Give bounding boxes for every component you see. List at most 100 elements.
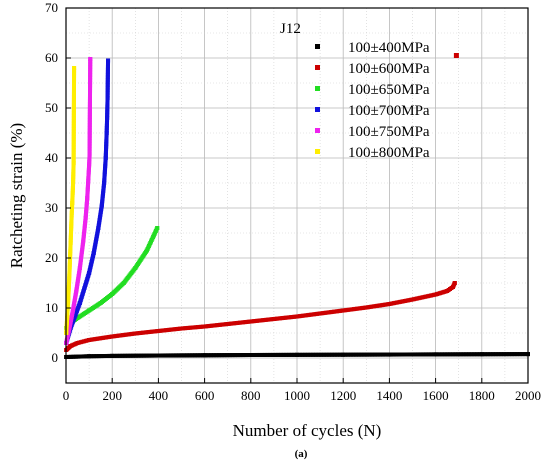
data-point bbox=[87, 354, 92, 359]
data-point bbox=[105, 116, 110, 120]
y-tick-label: 70 bbox=[45, 0, 58, 15]
data-point bbox=[87, 338, 92, 342]
data-point bbox=[151, 233, 156, 238]
data-point bbox=[225, 322, 230, 326]
data-point bbox=[69, 216, 74, 220]
y-axis-title: Ratcheting strain (%) bbox=[7, 123, 26, 268]
data-point bbox=[75, 341, 80, 345]
x-tick-label: 400 bbox=[149, 388, 169, 403]
series-1 bbox=[64, 352, 530, 359]
legend-entry-1: 100±400MPa bbox=[348, 40, 430, 56]
legend-entry-5: 100±750MPa bbox=[348, 124, 430, 140]
data-point bbox=[106, 58, 111, 63]
data-point bbox=[144, 248, 149, 253]
data-point bbox=[179, 326, 184, 331]
x-tick-label: 1200 bbox=[330, 388, 356, 403]
data-point bbox=[99, 203, 104, 208]
data-point bbox=[155, 226, 160, 230]
data-point bbox=[445, 289, 450, 293]
data-point bbox=[341, 308, 346, 313]
data-point bbox=[67, 271, 72, 275]
x-axis-title: Number of cycles (N) bbox=[233, 421, 382, 440]
legend-marker bbox=[315, 128, 320, 133]
data-point bbox=[74, 288, 79, 293]
data-point bbox=[110, 353, 115, 358]
y-tick-label: 30 bbox=[45, 200, 58, 215]
x-tick-label: 800 bbox=[241, 388, 261, 403]
data-point bbox=[450, 285, 455, 289]
data-point bbox=[67, 326, 72, 330]
legend-entry-4: 100±700MPa bbox=[348, 103, 430, 119]
data-point bbox=[110, 292, 115, 296]
data-point bbox=[72, 66, 77, 70]
x-tick-label: 1800 bbox=[469, 388, 495, 403]
data-point bbox=[77, 266, 82, 270]
x-tick-label: 2000 bbox=[515, 388, 541, 403]
data-point bbox=[91, 251, 96, 255]
data-point bbox=[156, 329, 161, 333]
legend-marker bbox=[315, 65, 320, 70]
data-point bbox=[248, 319, 253, 324]
legend-title: J12 bbox=[280, 21, 301, 37]
data-point bbox=[68, 344, 73, 348]
data-point bbox=[104, 131, 109, 135]
data-point bbox=[121, 281, 126, 285]
data-point bbox=[433, 352, 438, 357]
data-point bbox=[202, 324, 207, 329]
y-tick-label: 50 bbox=[45, 100, 58, 115]
series-3 bbox=[64, 226, 160, 330]
data-point bbox=[410, 297, 415, 302]
data-point bbox=[77, 301, 82, 305]
grid bbox=[65, 7, 529, 384]
data-point bbox=[87, 271, 92, 275]
data-point bbox=[387, 352, 392, 357]
legend-marker bbox=[315, 149, 320, 154]
data-point bbox=[87, 308, 92, 313]
data-point bbox=[110, 334, 115, 339]
series-5 bbox=[64, 57, 93, 345]
data-point bbox=[364, 305, 369, 310]
legend: 100±400MPa 100±600MPa 100±650MPa 100±700MPa… bbox=[315, 40, 430, 161]
data-point bbox=[271, 317, 276, 321]
data-point bbox=[102, 181, 107, 185]
data-point bbox=[70, 308, 75, 313]
data-point bbox=[295, 352, 299, 357]
data-point bbox=[87, 163, 92, 168]
data-point bbox=[202, 353, 207, 358]
data-point bbox=[479, 352, 484, 357]
data-point bbox=[295, 314, 299, 319]
data-point bbox=[133, 266, 138, 270]
data-point bbox=[70, 201, 75, 205]
data-point bbox=[156, 353, 161, 358]
data-point bbox=[103, 156, 108, 160]
data-point bbox=[96, 226, 101, 230]
data-point bbox=[87, 153, 92, 158]
data-point bbox=[85, 196, 90, 200]
y-tick-label: 0 bbox=[52, 350, 59, 365]
legend-marker bbox=[315, 86, 320, 91]
y-tick-label: 60 bbox=[45, 50, 58, 65]
data-point bbox=[82, 286, 87, 290]
legend-marker bbox=[315, 107, 320, 112]
data-point bbox=[318, 311, 323, 316]
data-point bbox=[98, 301, 103, 305]
data-point bbox=[70, 186, 75, 190]
data-point bbox=[66, 296, 71, 300]
data-point bbox=[75, 316, 80, 320]
data-point bbox=[83, 216, 88, 220]
data-point bbox=[105, 96, 110, 100]
series-4 bbox=[64, 58, 111, 345]
data-point bbox=[65, 316, 70, 320]
x-tick-label: 1600 bbox=[423, 388, 449, 403]
data-point bbox=[248, 353, 253, 357]
data-point bbox=[68, 241, 73, 245]
plot-area bbox=[64, 53, 530, 359]
x-tick-label: 200 bbox=[102, 388, 122, 403]
x-tick-label: 1400 bbox=[376, 388, 402, 403]
y-tick-label: 40 bbox=[45, 150, 58, 165]
legend-entry-2: 100±600MPa bbox=[348, 61, 430, 77]
x-tick-label: 600 bbox=[195, 388, 215, 403]
legend-marker bbox=[315, 44, 320, 49]
data-point bbox=[433, 292, 438, 297]
